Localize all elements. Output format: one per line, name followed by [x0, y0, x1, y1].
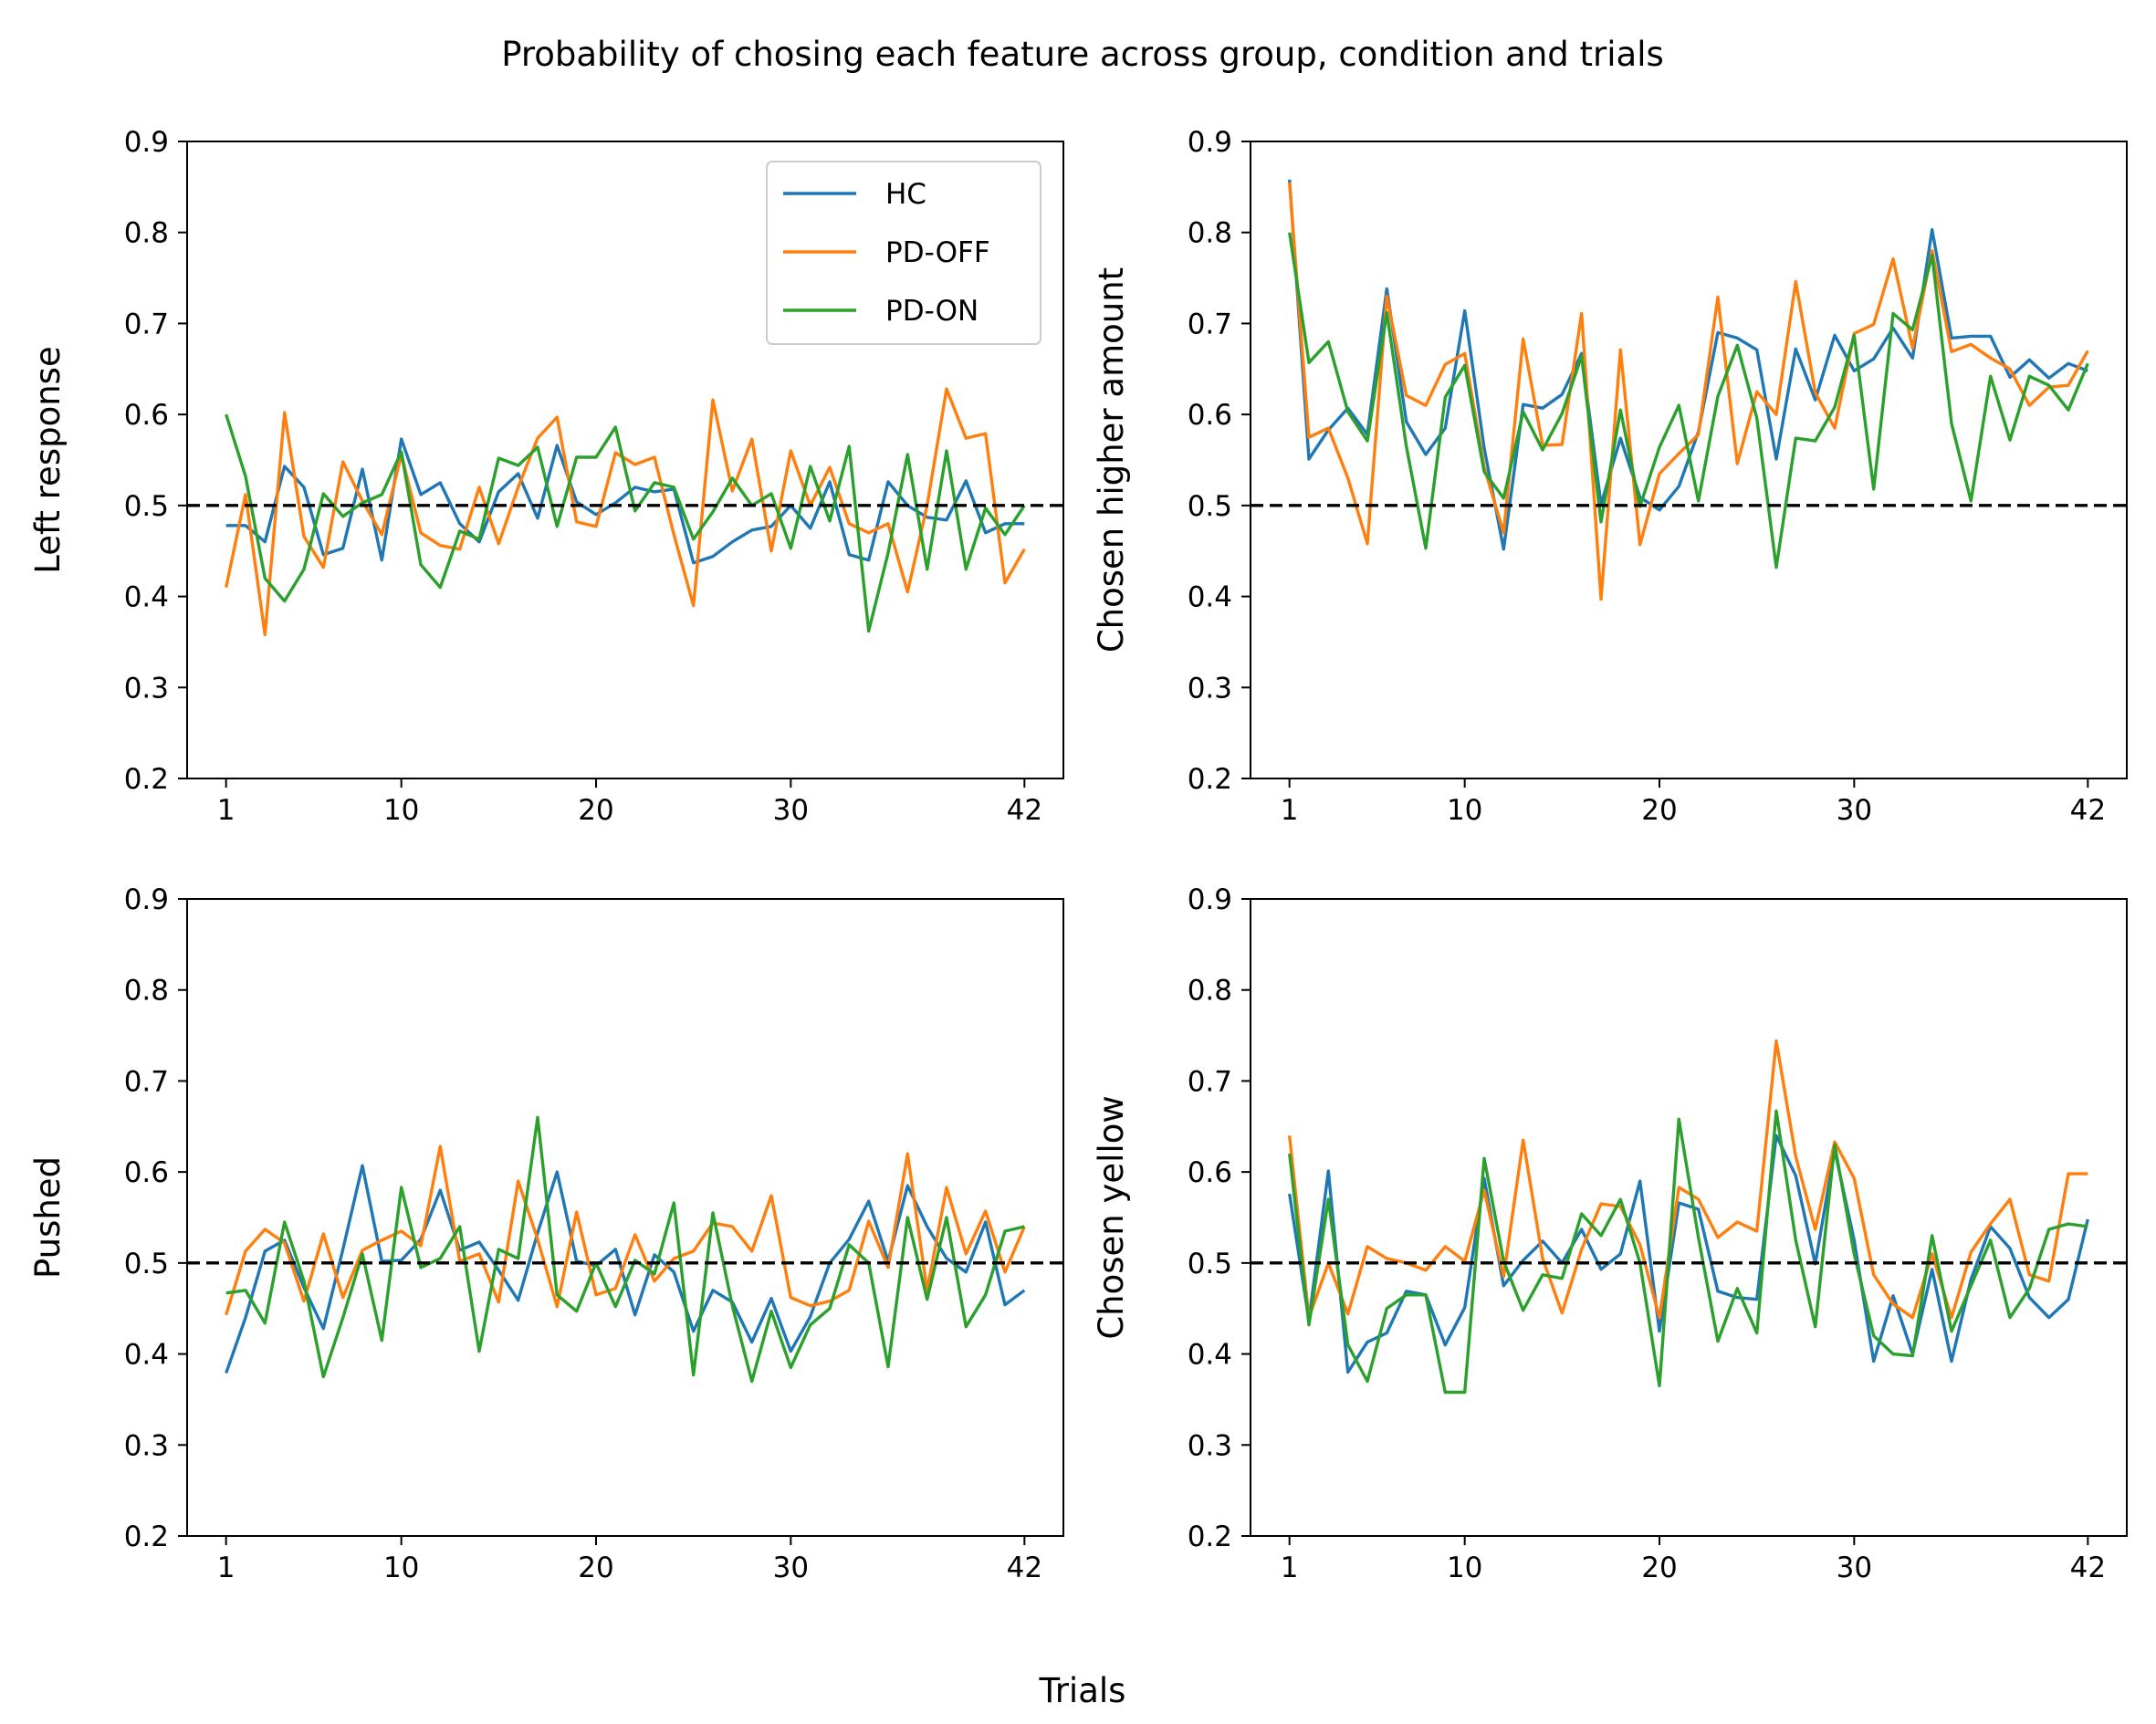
series-line-pd-on — [1288, 1109, 2088, 1395]
series-group — [187, 387, 1063, 637]
x-axis-label: Trials — [1039, 1671, 1126, 1710]
legend-label: HC — [885, 178, 926, 211]
panel-1: 1 10 20 30 42 0.2 0.3 0.4 0.5 0.6 0.7 0.8 0.9 Left re… — [28, 126, 1064, 827]
y-axis-label: Left response — [28, 346, 68, 573]
series-line-pd-on — [225, 413, 1026, 633]
x-tick-label: 20 — [1641, 1552, 1677, 1584]
y-tick-label: 0.3 — [124, 1429, 169, 1462]
plot-frame — [186, 898, 1064, 1537]
y-tick-label: 0.9 — [1188, 126, 1232, 159]
y-tick-label: 0.5 — [124, 490, 169, 523]
x-tick-label: 42 — [2070, 1552, 2106, 1584]
y-tick-label: 0.7 — [1188, 308, 1232, 340]
y-tick-label: 0.4 — [1188, 1339, 1232, 1372]
y-tick-label: 0.4 — [124, 1339, 169, 1372]
legend: HC PD-OFF PD-ON — [766, 161, 1041, 345]
series-line-pd-on — [225, 1115, 1025, 1384]
y-axis-label: Pushed — [28, 1156, 68, 1279]
y-tick-label: 0.8 — [1188, 975, 1232, 1008]
y-tick-label: 0.9 — [124, 883, 169, 916]
x-tick-label: 30 — [1837, 1552, 1872, 1584]
panels: 1 10 20 30 42 0.2 0.3 0.4 0.5 0.6 0.7 0.8 0.9 Left re… — [28, 126, 2128, 1584]
x-tick-label: 10 — [383, 794, 419, 827]
x-tick-label: 10 — [1447, 1552, 1482, 1584]
legend-label: PD-ON — [885, 295, 979, 328]
y-axis-label: Chosen yellow — [1092, 1095, 1131, 1339]
series-group — [1251, 179, 2127, 601]
x-tick-label: 1 — [1281, 1552, 1299, 1584]
y-tick-label: 0.6 — [124, 399, 169, 432]
x-tick-label: 30 — [1837, 794, 1872, 827]
x-tick-label: 10 — [1447, 794, 1482, 827]
series-line-pd-off — [1288, 1039, 2088, 1320]
x-tick-label: 42 — [1007, 1552, 1042, 1584]
y-tick-label: 0.2 — [124, 1520, 169, 1553]
panel-3: 1 10 20 30 42 0.2 0.3 0.4 0.5 0.6 0.7 0.8 0.9 Pushed — [28, 883, 1064, 1584]
series-line-hc — [225, 437, 1025, 565]
y-tick-label: 0.5 — [1188, 490, 1232, 523]
y-tick-label: 0.8 — [1188, 217, 1232, 250]
panel-2: 1 10 20 30 42 0.2 0.3 0.4 0.5 0.6 0.7 0.8 0.9 Chosen … — [1092, 126, 2128, 827]
x-tick-label: 20 — [578, 1552, 613, 1584]
panel-4: 1 10 20 30 42 0.2 0.3 0.4 0.5 0.6 0.7 0.8 0.9 Chosen … — [1092, 883, 2128, 1584]
y-tick-label: 0.7 — [1188, 1065, 1232, 1098]
x-tick-label: 42 — [1007, 794, 1042, 827]
series-group — [187, 1115, 1063, 1384]
x-tick-label: 20 — [578, 794, 613, 827]
legend-label: PD-OFF — [885, 236, 990, 269]
y-tick-label: 0.4 — [124, 581, 169, 614]
x-tick-label: 10 — [383, 1552, 419, 1584]
x-tick-label: 20 — [1641, 794, 1677, 827]
x-tick-label: 1 — [217, 794, 235, 827]
x-tick-label: 1 — [217, 1552, 235, 1584]
y-tick-label: 0.6 — [124, 1156, 169, 1189]
y-tick-label: 0.5 — [1188, 1248, 1232, 1280]
y-tick-label: 0.2 — [1188, 1520, 1232, 1553]
y-tick-label: 0.6 — [1188, 1156, 1232, 1189]
series-group — [1251, 1039, 2127, 1395]
x-tick-label: 1 — [1281, 794, 1299, 827]
legend-box — [766, 161, 1041, 345]
plot-frame — [1250, 898, 2128, 1537]
series-line-pd-off — [225, 1144, 1026, 1316]
figure-title: Probability of chosing each feature acro… — [501, 35, 1664, 74]
x-tick-label: 30 — [773, 1552, 809, 1584]
x-tick-label: 30 — [773, 794, 809, 827]
plot-frame — [186, 141, 1064, 779]
x-tick-label: 42 — [2070, 794, 2106, 827]
y-tick-label: 0.9 — [124, 126, 169, 159]
y-tick-label: 0.2 — [124, 763, 169, 796]
series-line-hc — [225, 1164, 1026, 1374]
y-tick-label: 0.3 — [124, 672, 169, 705]
plot-frame — [1250, 141, 2128, 779]
y-tick-label: 0.2 — [1188, 763, 1232, 796]
y-tick-label: 0.7 — [124, 308, 169, 340]
y-tick-label: 0.8 — [124, 975, 169, 1008]
y-tick-label: 0.6 — [1188, 399, 1232, 432]
series-line-pd-off — [225, 387, 1026, 637]
series-line-pd-on — [1288, 232, 2089, 569]
y-tick-label: 0.3 — [1188, 1429, 1232, 1462]
y-tick-label: 0.3 — [1188, 672, 1232, 705]
y-tick-label: 0.8 — [124, 217, 169, 250]
y-tick-label: 0.4 — [1188, 581, 1232, 614]
y-tick-label: 0.7 — [124, 1065, 169, 1098]
y-axis-label: Chosen higher amount — [1092, 267, 1131, 653]
series-line-pd-off — [1288, 182, 2089, 601]
y-tick-label: 0.9 — [1188, 883, 1232, 916]
y-tick-label: 0.5 — [124, 1248, 169, 1280]
